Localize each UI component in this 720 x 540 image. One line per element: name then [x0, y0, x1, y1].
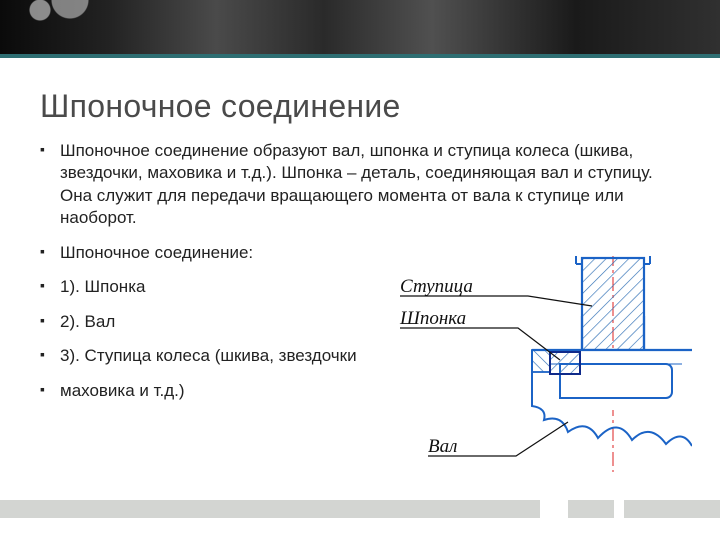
- hub-shape: [576, 256, 650, 350]
- bullet-item: Шпоночное соединение образуют вал, шпонк…: [40, 140, 680, 230]
- footer-gap: [540, 500, 568, 518]
- diagram-label-shaft: Вал: [428, 436, 457, 457]
- header-photo-band: [0, 0, 720, 54]
- diagram-label-key: Шпонка: [399, 308, 466, 329]
- diagram-label-hub: Ступица: [400, 276, 473, 297]
- footer-bar: [0, 500, 720, 518]
- slide-title: Шпоночное соединение: [40, 88, 401, 125]
- footer-gap: [614, 500, 624, 518]
- key-joint-diagram: Ступица Шпонка Вал: [382, 256, 692, 476]
- bullet-item: 3). Ступица колеса (шкива, звездочки: [40, 345, 390, 367]
- accent-line: [0, 54, 720, 58]
- slide: Шпоночное соединение Шпоночное соединени…: [0, 0, 720, 540]
